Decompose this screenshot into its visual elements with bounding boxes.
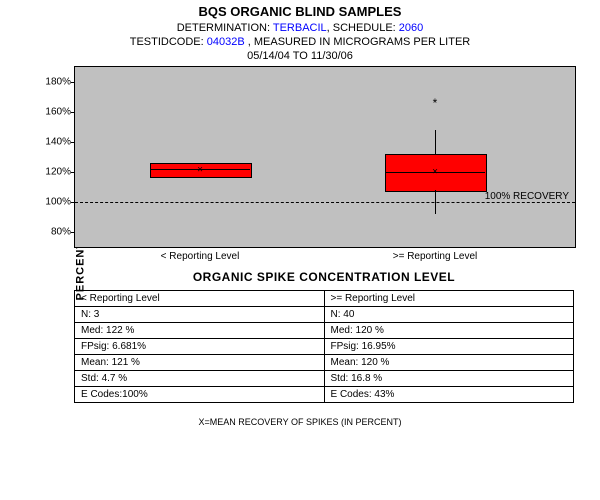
x-axis-label: ORGANIC SPIKE CONCENTRATION LEVEL [74,270,574,284]
table-cell: FPsig: 6.681% [75,338,325,354]
footnote: X=MEAN RECOVERY OF SPIKES (IN PERCENT) [0,417,600,427]
whisker [435,130,436,154]
x-category-label: < Reporting Level [161,251,240,262]
y-tick-label: 140% [37,136,71,147]
table-row: Mean: 121 %Mean: 120 % [75,354,574,370]
table-cell: Mean: 121 % [75,354,325,370]
table-cell: Mean: 120 % [324,354,574,370]
table-row: Med: 122 %Med: 120 % [75,322,574,338]
table-cell: N: 3 [75,306,325,322]
header-line-3: TESTIDCODE: 04032B , MEASURED IN MICROGR… [0,35,600,49]
mean-marker: × [432,166,438,177]
table-cell: Std: 16.8 % [324,370,574,386]
table-cell: Std: 4.7 % [75,370,325,386]
table-row: N: 3N: 40 [75,306,574,322]
y-tick-mark [71,112,75,113]
whisker [435,190,436,214]
stats-table: < Reporting Level>= Reporting LevelN: 3N… [74,290,574,403]
y-tick-label: 180% [37,76,71,87]
table-cell: Med: 120 % [324,322,574,338]
header: BQS ORGANIC BLIND SAMPLES DETERMINATION:… [0,0,600,66]
date-range: 05/14/04 TO 11/30/06 [0,49,600,63]
y-tick-label: 120% [37,166,71,177]
y-tick-label: 160% [37,106,71,117]
table-cell: E Codes: 43% [324,386,574,402]
y-tick-label: 100% [37,196,71,207]
table-row: E Codes:100%E Codes: 43% [75,386,574,402]
x-category-label: >= Reporting Level [393,251,478,262]
page-title: BQS ORGANIC BLIND SAMPLES [0,4,600,21]
y-tick-mark [71,172,75,173]
reference-line-label: 100% RECOVERY [485,191,569,202]
table-cell: FPsig: 16.95% [324,338,574,354]
table-cell: Med: 122 % [75,322,325,338]
mean-marker: × [197,165,203,176]
y-tick-mark [71,142,75,143]
y-tick-mark [71,82,75,83]
table-cell: < Reporting Level [75,290,325,306]
table-row: FPsig: 6.681%FPsig: 16.95% [75,338,574,354]
outlier-marker: * [433,96,438,110]
testid-value: 04032B [207,36,245,48]
y-tick-label: 80% [37,226,71,237]
schedule-value: 2060 [399,22,423,34]
reference-line [75,202,575,203]
determination-value: TERBACIL [273,22,327,34]
table-row: Std: 4.7 %Std: 16.8 % [75,370,574,386]
table-cell: E Codes:100% [75,386,325,402]
table-row: < Reporting Level>= Reporting Level [75,290,574,306]
header-line-2: DETERMINATION: TERBACIL, SCHEDULE: 2060 [0,21,600,35]
table-cell: >= Reporting Level [324,290,574,306]
table-cell: N: 40 [324,306,574,322]
y-tick-mark [71,232,75,233]
chart-area: PERCENT RECOVERY 80%100%120%140%160%180%… [20,66,580,403]
boxplot: 80%100%120%140%160%180%100% RECOVERY×< R… [74,66,576,248]
